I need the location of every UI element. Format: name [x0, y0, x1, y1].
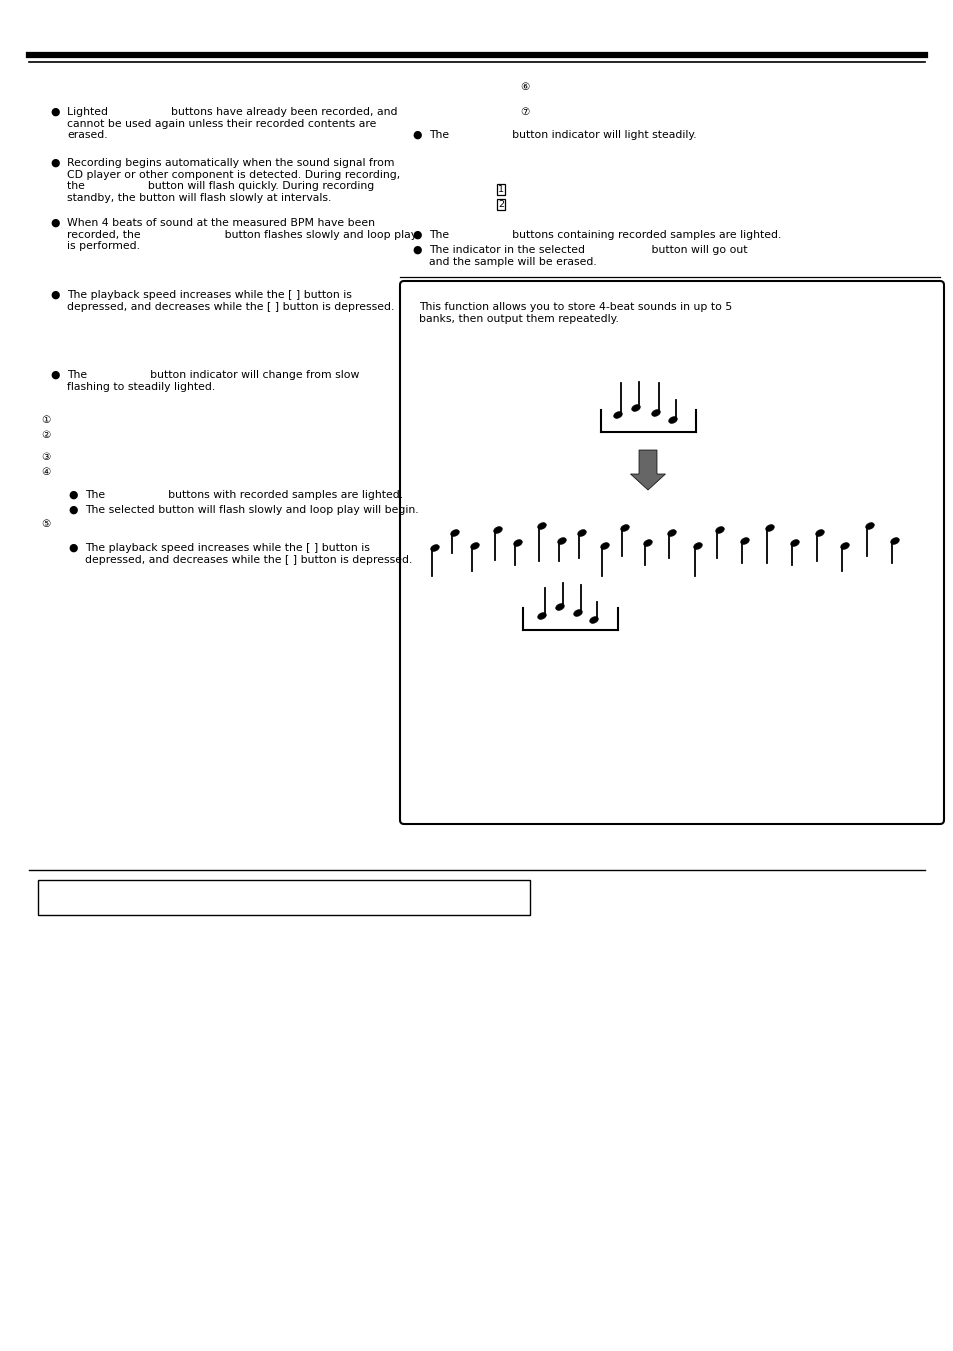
Ellipse shape — [514, 539, 521, 546]
Text: ●: ● — [68, 490, 77, 500]
Text: ●: ● — [50, 107, 59, 118]
Ellipse shape — [765, 524, 774, 531]
Text: ⑥: ⑥ — [519, 82, 529, 92]
Text: The                  buttons with recorded samples are lighted.: The buttons with recorded samples are li… — [85, 490, 403, 500]
Ellipse shape — [715, 527, 723, 534]
Bar — [38, 880, 530, 915]
Ellipse shape — [494, 527, 501, 534]
Text: ●: ● — [50, 158, 59, 168]
Ellipse shape — [450, 530, 458, 536]
Ellipse shape — [890, 538, 899, 544]
Ellipse shape — [815, 530, 823, 536]
Ellipse shape — [631, 405, 639, 411]
Text: When 4 beats of sound at the measured BPM have been
recorded, the               : When 4 beats of sound at the measured BP… — [67, 218, 416, 251]
Ellipse shape — [430, 544, 438, 551]
Text: Lighted                  buttons have already been recorded, and
cannot be used : Lighted buttons have already been record… — [67, 107, 397, 141]
Ellipse shape — [620, 524, 629, 531]
FancyArrow shape — [630, 450, 665, 490]
Text: ●: ● — [412, 245, 421, 255]
Text: ②: ② — [41, 430, 51, 440]
Ellipse shape — [537, 613, 546, 619]
Text: ●: ● — [50, 370, 59, 380]
Text: The playback speed increases while the [ ] button is
depressed, and decreases wh: The playback speed increases while the [… — [67, 290, 394, 312]
Text: 2: 2 — [497, 200, 503, 209]
Text: The                  button indicator will light steadily.: The button indicator will light steadily… — [429, 130, 696, 141]
Text: ●: ● — [68, 543, 77, 553]
Text: Recording begins automatically when the sound signal from
CD player or other com: Recording begins automatically when the … — [67, 158, 400, 203]
Ellipse shape — [667, 530, 676, 536]
Ellipse shape — [573, 609, 581, 616]
Ellipse shape — [578, 530, 586, 536]
Ellipse shape — [600, 543, 609, 550]
Ellipse shape — [651, 409, 659, 416]
Text: ④: ④ — [41, 467, 51, 477]
Ellipse shape — [643, 539, 652, 546]
Text: The                  button indicator will change from slow
flashing to steadily: The button indicator will change from sl… — [67, 370, 359, 392]
Text: ●: ● — [50, 290, 59, 300]
Text: ⑦: ⑦ — [519, 107, 529, 118]
Text: The indicator in the selected                   button will go out
and the sampl: The indicator in the selected button wil… — [429, 245, 747, 266]
Ellipse shape — [537, 523, 546, 530]
Ellipse shape — [589, 616, 598, 623]
FancyBboxPatch shape — [399, 281, 943, 824]
Text: ●: ● — [68, 505, 77, 515]
Text: The selected button will flash slowly and loop play will begin.: The selected button will flash slowly an… — [85, 505, 418, 515]
Text: The playback speed increases while the [ ] button is
depressed, and decreases wh: The playback speed increases while the [… — [85, 543, 412, 565]
Text: ●: ● — [50, 218, 59, 228]
Ellipse shape — [790, 539, 799, 546]
Text: The                  buttons containing recorded samples are lighted.: The buttons containing recorded samples … — [429, 230, 781, 240]
Ellipse shape — [556, 604, 563, 611]
Text: ●: ● — [412, 130, 421, 141]
Ellipse shape — [840, 543, 848, 550]
Text: ●: ● — [412, 230, 421, 240]
Ellipse shape — [740, 538, 748, 544]
Ellipse shape — [668, 416, 677, 423]
Ellipse shape — [613, 412, 621, 419]
Text: ③: ③ — [41, 453, 51, 462]
Ellipse shape — [864, 523, 873, 530]
Text: ⑤: ⑤ — [41, 519, 51, 530]
Text: This function allows you to store 4-beat sounds in up to 5
banks, then output th: This function allows you to store 4-beat… — [418, 303, 732, 324]
Text: ①: ① — [41, 415, 51, 426]
Ellipse shape — [693, 543, 701, 550]
Ellipse shape — [470, 543, 478, 550]
Text: 1: 1 — [497, 185, 503, 195]
Ellipse shape — [558, 538, 566, 544]
